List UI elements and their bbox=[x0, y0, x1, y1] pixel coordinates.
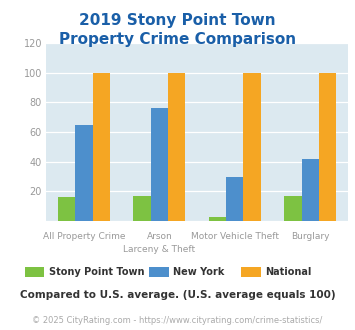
Text: National: National bbox=[265, 267, 312, 277]
Text: All Property Crime: All Property Crime bbox=[43, 232, 125, 241]
Text: Burglary: Burglary bbox=[291, 232, 329, 241]
Text: Compared to U.S. average. (U.S. average equals 100): Compared to U.S. average. (U.S. average … bbox=[20, 290, 335, 300]
Bar bbox=[301, 159, 319, 221]
Bar bbox=[133, 196, 151, 221]
Bar bbox=[284, 196, 301, 221]
Bar bbox=[209, 216, 226, 221]
Bar bbox=[319, 73, 336, 221]
Text: New York: New York bbox=[173, 267, 224, 277]
Text: 2019 Stony Point Town
Property Crime Comparison: 2019 Stony Point Town Property Crime Com… bbox=[59, 13, 296, 47]
Text: Arson: Arson bbox=[146, 232, 172, 241]
Text: Stony Point Town: Stony Point Town bbox=[49, 267, 144, 277]
Bar bbox=[168, 73, 185, 221]
Text: © 2025 CityRating.com - https://www.cityrating.com/crime-statistics/: © 2025 CityRating.com - https://www.city… bbox=[32, 315, 323, 325]
Bar bbox=[151, 108, 168, 221]
Text: Motor Vehicle Theft: Motor Vehicle Theft bbox=[191, 232, 279, 241]
Bar bbox=[75, 124, 93, 221]
Bar bbox=[244, 73, 261, 221]
Bar bbox=[93, 73, 110, 221]
Text: Larceny & Theft: Larceny & Theft bbox=[123, 245, 195, 254]
Bar bbox=[226, 177, 244, 221]
Bar bbox=[58, 197, 75, 221]
